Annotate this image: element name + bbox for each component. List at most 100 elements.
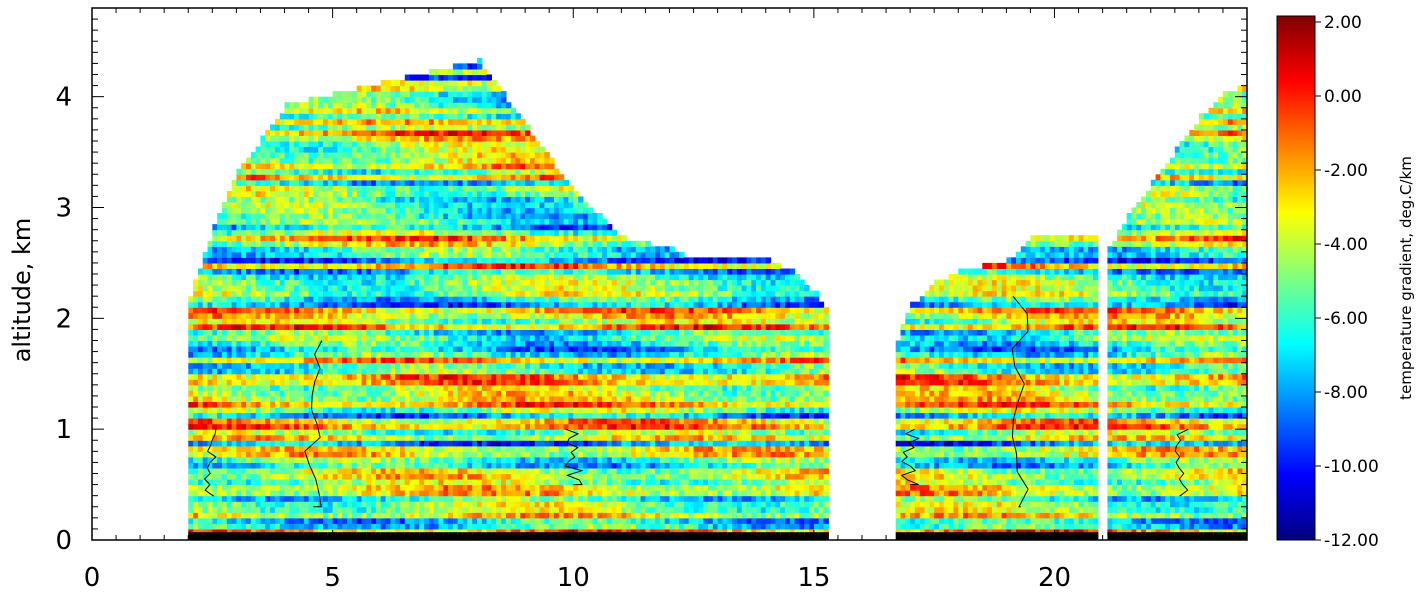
heatmap-cell (375, 91, 382, 98)
heatmap-cell (279, 517, 286, 524)
heatmap-cell (395, 196, 401, 203)
heatmap-cell (231, 357, 237, 364)
heatmap-cell (289, 213, 295, 220)
heatmap-cell (380, 312, 387, 319)
heatmap-cell (327, 362, 334, 369)
heatmap-cell (241, 368, 247, 375)
heatmap-cell (351, 257, 358, 264)
heatmap-cell (433, 451, 440, 458)
heatmap-cell (351, 395, 358, 402)
heatmap-cell (404, 235, 411, 242)
heatmap-cell (361, 445, 367, 452)
heatmap-cell (323, 124, 329, 131)
heatmap-cell (424, 246, 430, 253)
heatmap-cell (452, 351, 459, 358)
heatmap-cell (366, 384, 372, 391)
heatmap-cell (284, 506, 290, 513)
heatmap-cell (347, 473, 353, 480)
heatmap-cell (303, 168, 310, 175)
heatmap-cell (212, 240, 218, 247)
heatmap-cell (236, 174, 242, 181)
heatmap-cell (313, 118, 319, 125)
heatmap-cell (279, 163, 286, 170)
heatmap-cell (246, 445, 252, 452)
heatmap-cell (327, 229, 334, 236)
heatmap-cell (496, 141, 502, 148)
heatmap-cell (274, 168, 281, 175)
heatmap-cell (366, 351, 372, 358)
heatmap-cell (298, 224, 305, 231)
heatmap-cell (371, 323, 377, 330)
heatmap-cell (356, 251, 363, 258)
heatmap-cell (448, 312, 454, 319)
heatmap-cell (303, 401, 310, 408)
heatmap-cell (241, 185, 247, 192)
heatmap-cell (303, 362, 310, 369)
heatmap-cell (231, 468, 237, 475)
heatmap-cell (270, 224, 276, 231)
heatmap-cell (188, 395, 194, 402)
heatmap-cell (424, 229, 430, 236)
heatmap-cell (385, 202, 391, 209)
heatmap-cell (188, 473, 194, 480)
heatmap-cell (241, 479, 247, 486)
heatmap-cell (323, 307, 329, 314)
heatmap-cell (270, 246, 276, 253)
heatmap-cell (294, 512, 300, 519)
heatmap-cell (347, 523, 353, 530)
heatmap-cell (467, 63, 473, 70)
heatmap-cell (414, 412, 420, 419)
heatmap-cell (217, 395, 223, 402)
heatmap-cell (361, 468, 367, 475)
heatmap-cell (419, 418, 425, 425)
heatmap-cell (342, 113, 348, 120)
heatmap-cell (380, 412, 387, 419)
heatmap-cell (323, 301, 329, 308)
heatmap-cell (241, 434, 247, 441)
heatmap-cell (231, 517, 237, 524)
heatmap-cell (390, 235, 396, 242)
heatmap-cell (303, 257, 310, 264)
heatmap-cell (236, 196, 242, 203)
heatmap-cell (270, 440, 276, 447)
heatmap-cell (452, 384, 459, 391)
heatmap-cell (342, 395, 348, 402)
heatmap-cell (419, 429, 425, 436)
heatmap-cell (313, 368, 319, 375)
heatmap-cell (337, 357, 343, 364)
heatmap-cell (390, 390, 396, 397)
heatmap-cell (491, 257, 497, 264)
heatmap-cell (404, 429, 411, 436)
heatmap-cell (255, 262, 261, 269)
heatmap-cell (323, 218, 329, 225)
heatmap-cell (221, 285, 228, 292)
heatmap-cell (265, 279, 271, 286)
heatmap-cell (361, 517, 367, 524)
heatmap-cell (409, 340, 415, 347)
heatmap-cell (202, 532, 209, 540)
heatmap-cell (250, 296, 257, 303)
heatmap-cell (361, 501, 367, 508)
heatmap-cell (327, 532, 334, 540)
heatmap-cell (428, 501, 435, 508)
heatmap-cell (270, 423, 276, 430)
heatmap-cell (404, 202, 411, 209)
heatmap-cell (496, 268, 502, 275)
heatmap-cell (404, 373, 411, 380)
heatmap-cell (390, 434, 396, 441)
heatmap-cell (274, 152, 281, 159)
heatmap-cell (313, 213, 319, 220)
heatmap-cell (452, 157, 459, 164)
heatmap-cell (491, 274, 497, 281)
heatmap-cell (457, 124, 464, 131)
heatmap-cell (448, 257, 454, 264)
heatmap-cell (433, 268, 440, 275)
heatmap-cell (428, 307, 435, 314)
heatmap-cell (433, 506, 440, 513)
heatmap-cell (298, 179, 305, 186)
heatmap-cell (477, 390, 483, 397)
heatmap-cell (265, 146, 271, 153)
heatmap-cell (409, 229, 415, 236)
heatmap-cell (375, 528, 382, 535)
heatmap-cell (270, 196, 276, 203)
